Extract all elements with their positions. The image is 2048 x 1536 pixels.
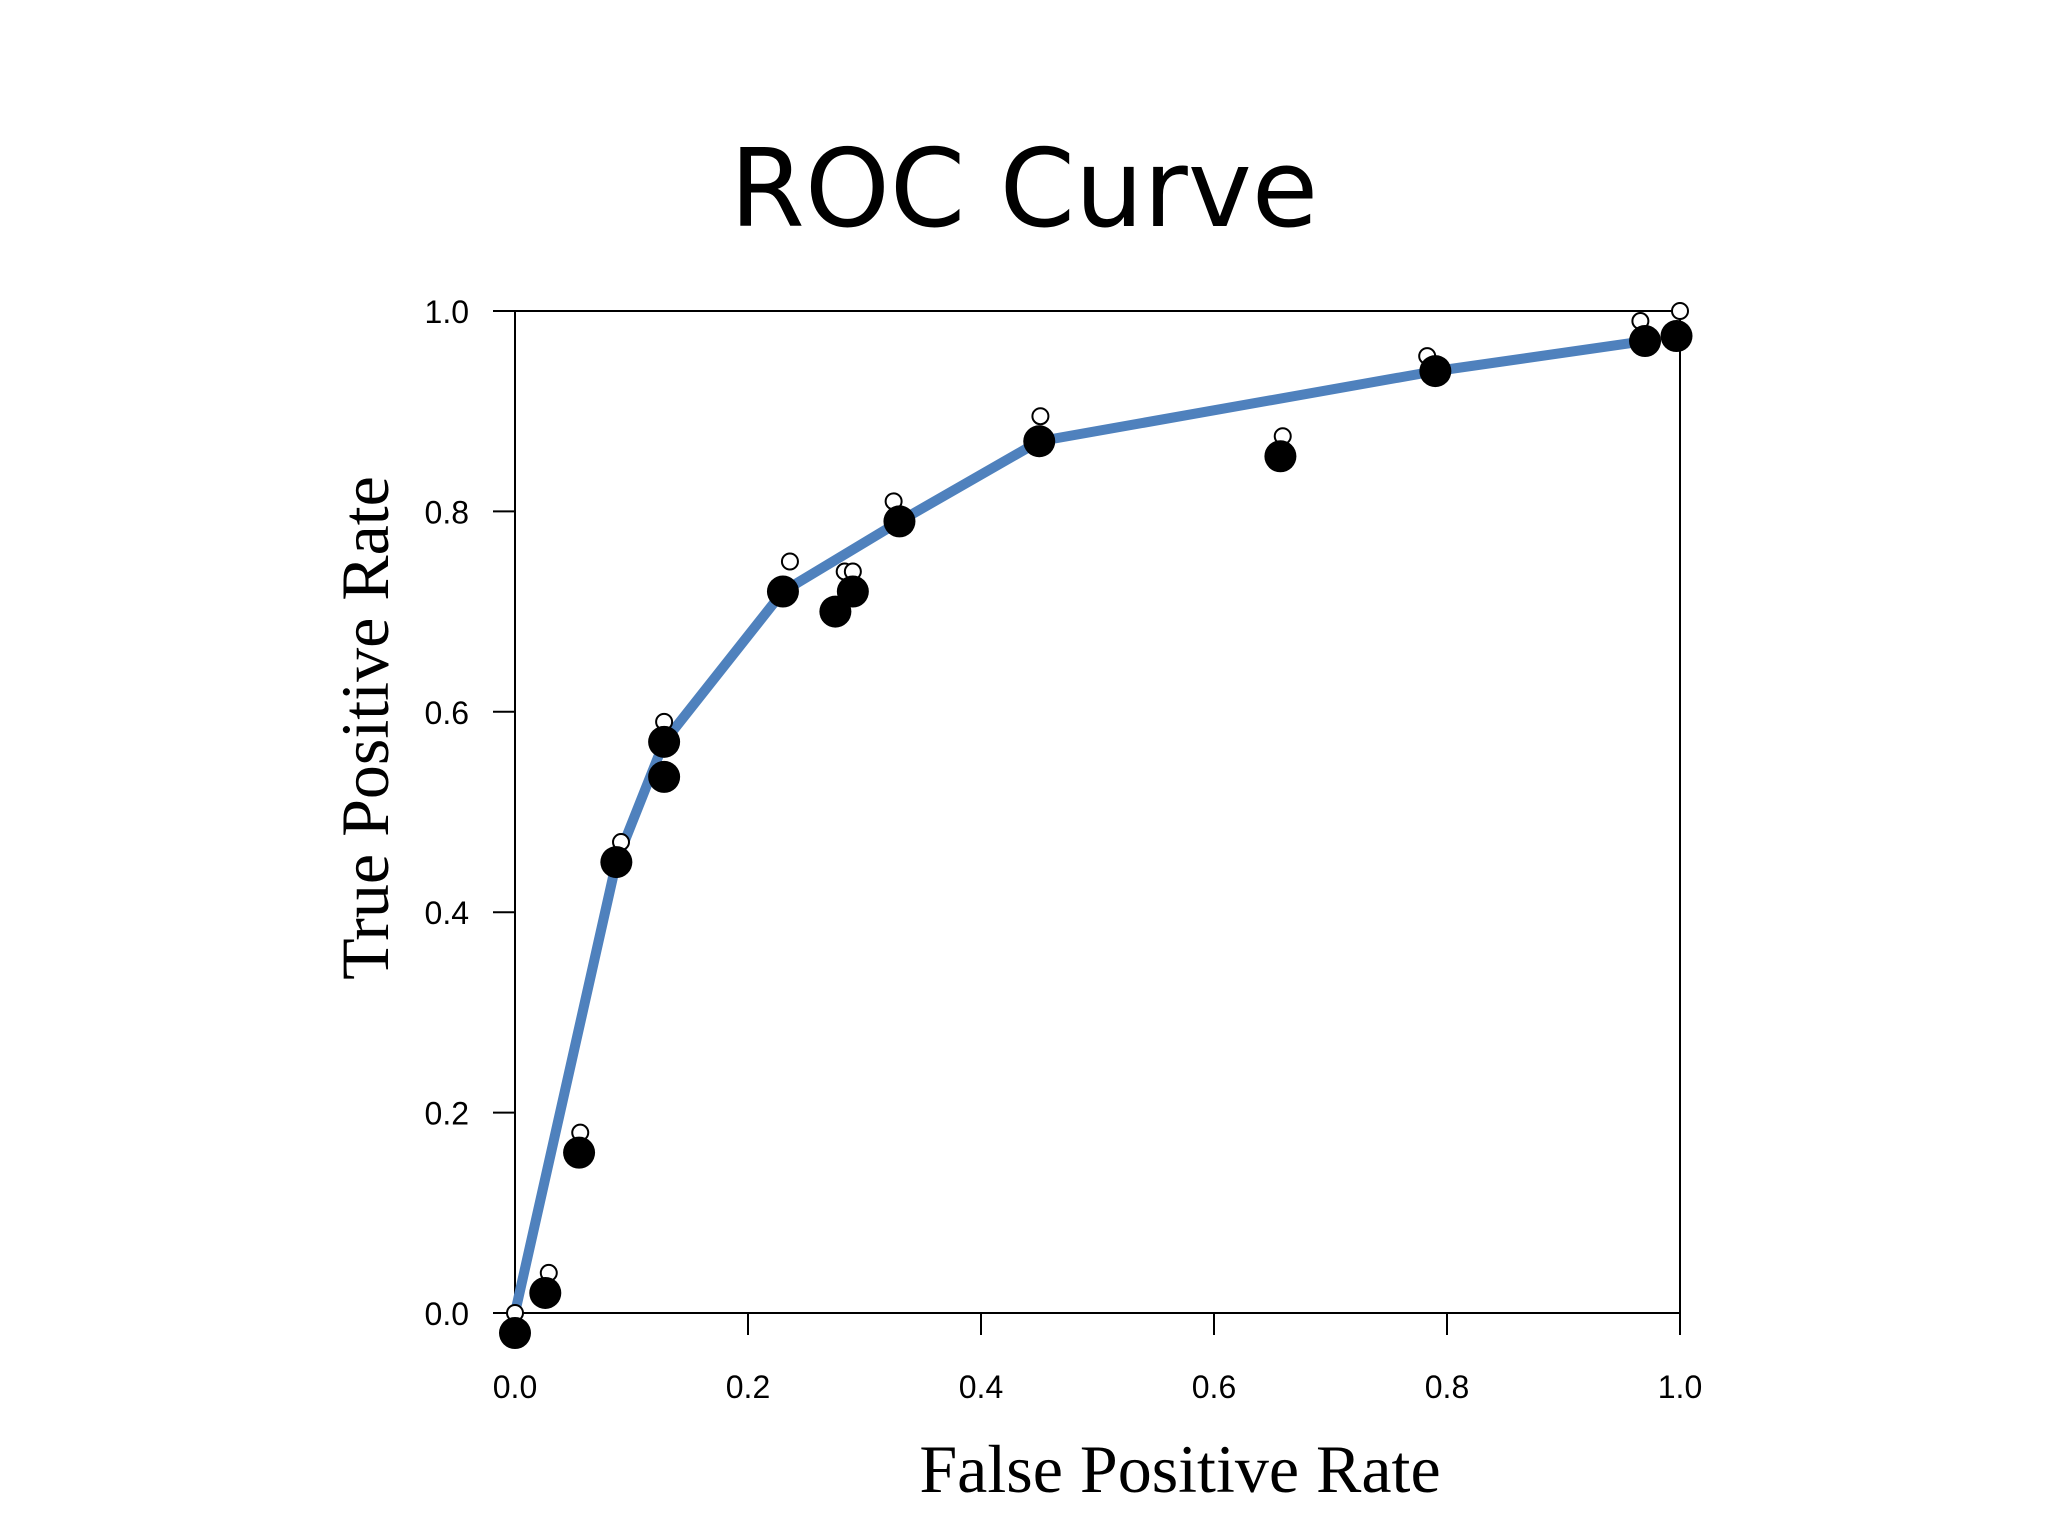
x-tick-label: 0.4 (959, 1369, 1003, 1405)
filled-point (883, 505, 916, 538)
open-point (1671, 302, 1689, 320)
filled-point (1419, 355, 1452, 388)
x-tick-label: 0.8 (1425, 1369, 1469, 1405)
y-tick-label: 0.4 (425, 895, 469, 931)
filled-point (648, 760, 681, 793)
y-tick-label: 0.8 (425, 494, 469, 530)
plot-frame (514, 310, 1681, 1314)
open-points-layer (506, 302, 1689, 1322)
x-tick-label: 1.0 (1658, 1369, 1702, 1405)
x-axis-ticks: 0.0 0.2 0.4 0.6 0.8 1.0 (493, 1313, 1702, 1405)
y-tick-label: 0.0 (425, 1296, 469, 1332)
x-tick-label: 0.0 (493, 1369, 537, 1405)
filled-point (1660, 320, 1693, 353)
open-point (1031, 407, 1050, 426)
filled-point (499, 1317, 531, 1350)
filled-point (1264, 440, 1297, 473)
y-axis-label: True Positive Rate (327, 476, 403, 980)
open-point (780, 552, 799, 571)
filled-point (766, 575, 799, 608)
y-tick-label: 0.2 (425, 1096, 469, 1132)
filled-point (836, 575, 869, 608)
filled-point (600, 846, 633, 879)
y-tick-label: 1.0 (425, 294, 469, 330)
filled-point (529, 1276, 562, 1309)
y-axis-ticks: 0.0 0.2 0.4 0.6 0.8 1.0 (425, 294, 515, 1332)
x-axis-label: False Positive Rate (919, 1431, 1440, 1507)
filled-point (563, 1136, 596, 1169)
filled-point (1629, 325, 1662, 358)
chart-title: ROC Curve (730, 127, 1318, 252)
x-tick-label: 0.2 (726, 1369, 770, 1405)
filled-point (648, 725, 681, 758)
x-tick-label: 0.6 (1192, 1369, 1236, 1405)
y-tick-label: 0.6 (425, 695, 469, 731)
filled-point (1023, 425, 1056, 458)
filled-points-layer (499, 320, 1693, 1350)
